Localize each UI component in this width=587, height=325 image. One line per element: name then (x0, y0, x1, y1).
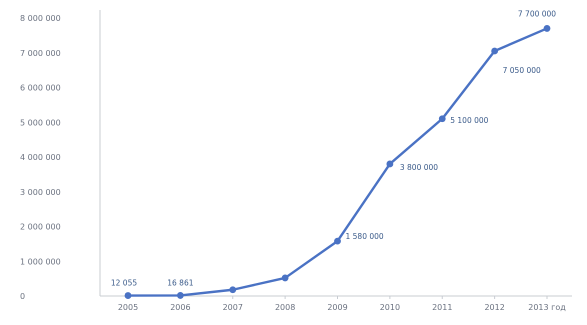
series-line (126, 27, 549, 297)
x-tick-labels: 2005 2006 2007 2008 2009 2010 2011 2012 2013 год (118, 296, 566, 312)
data-point (229, 286, 237, 294)
x-tick-label: 2006 (170, 303, 190, 312)
y-tick-label: 7 000 000 (20, 49, 61, 58)
x-tick-label: 2013 год (528, 303, 566, 312)
x-tick-label: 2005 (118, 303, 138, 312)
y-tick-label: 4 000 000 (20, 153, 61, 162)
series-group (124, 25, 551, 299)
data-point (543, 25, 551, 32)
y-tick-label: 5 000 000 (20, 118, 61, 127)
data-point (491, 47, 499, 55)
data-label: 7 050 000 (503, 66, 541, 75)
data-labels: 12 055 16 861 1 580 000 3 800 000 5 100 000 7… (111, 9, 556, 287)
x-tick-label: 2012 (484, 303, 504, 312)
data-label: 7 700 000 (518, 9, 556, 18)
data-point (386, 160, 394, 168)
x-tick-label: 2009 (327, 303, 347, 312)
data-label: 3 800 000 (400, 163, 438, 172)
y-tick-label: 1 000 000 (20, 257, 61, 266)
x-tick-label: 2007 (223, 303, 243, 312)
x-tick-label: 2008 (275, 303, 295, 312)
y-tick-label: 3 000 000 (20, 188, 61, 197)
data-point (334, 237, 341, 245)
data-label: 5 100 000 (450, 116, 488, 125)
data-label: 12 055 (111, 279, 137, 288)
y-tick-label: 2 000 000 (20, 223, 61, 232)
y-tick-label: 6 000 000 (20, 84, 61, 93)
x-tick-label: 2011 (432, 303, 452, 312)
y-tick-label: 0 (20, 292, 25, 301)
data-point (176, 292, 184, 299)
data-label: 1 580 000 (346, 232, 384, 241)
y-tick-labels: 0 1 000 000 2 000 000 3 000 000 4 000 000 5 0… (20, 14, 61, 301)
data-point (281, 274, 289, 282)
y-tick-label: 8 000 000 (20, 14, 61, 23)
data-label: 16 861 (167, 278, 193, 287)
data-point (124, 292, 132, 299)
data-point (438, 115, 446, 123)
axes (99, 10, 572, 297)
x-tick-label: 2010 (380, 303, 400, 312)
